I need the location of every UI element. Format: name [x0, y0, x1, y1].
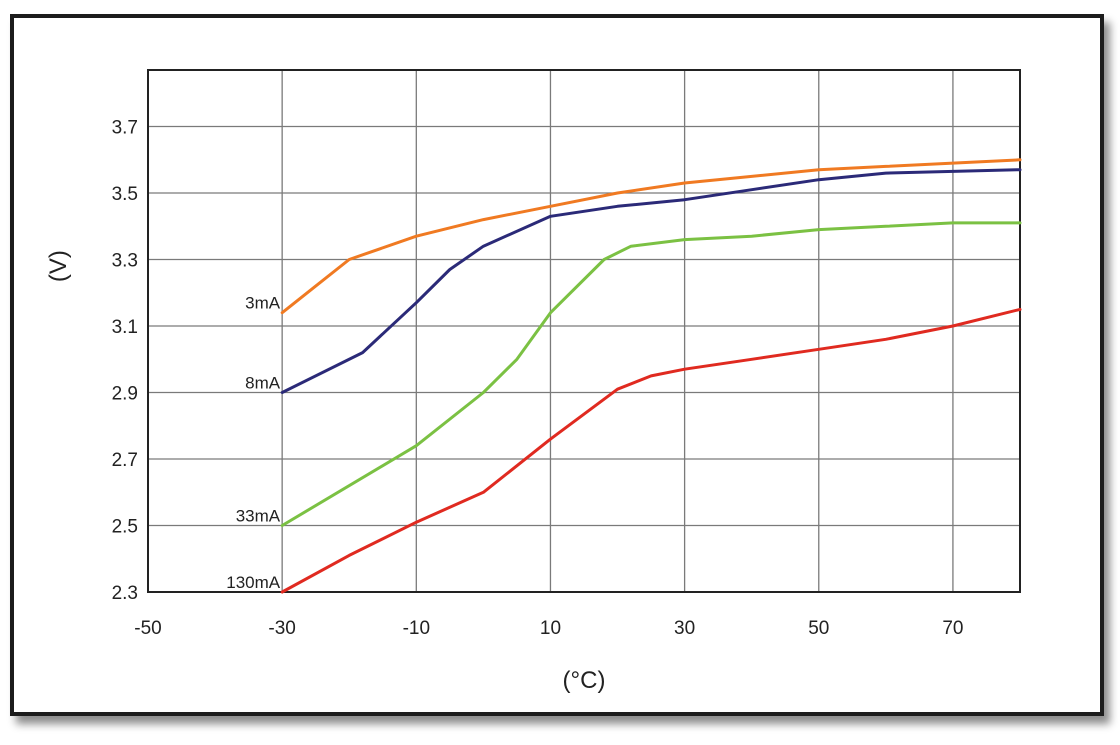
series-label-3mA: 3mA	[245, 294, 281, 313]
series-label-8mA: 8mA	[245, 374, 281, 393]
series-line-130mA	[280, 307, 1022, 594]
series-line-3mA	[280, 158, 1022, 315]
series-line-8mA	[280, 168, 1022, 394]
line-chart: -50 -30 -10 10 30 50 70 2.3 2.5 2.7 2.9 3.1 3.3 3.5 3…	[45, 69, 1022, 694]
series-label-130mA: 130mA	[226, 573, 281, 592]
y-tick-label: 2.9	[112, 384, 138, 405]
y-tick-label: 3.7	[112, 118, 138, 139]
y-tick-labels: 2.3 2.5 2.7 2.9 3.1 3.3 3.5 3.7	[112, 118, 138, 604]
y-tick-label: 2.7	[112, 450, 138, 471]
x-tick-label: -30	[268, 618, 295, 639]
y-axis-title: (V)	[45, 250, 72, 282]
x-tick-label: 50	[808, 618, 829, 639]
y-tick-label: 3.1	[112, 317, 138, 338]
x-tick-label: -50	[134, 618, 161, 639]
y-tick-label: 2.5	[112, 517, 138, 538]
x-tick-label: 30	[674, 618, 695, 639]
y-tick-label: 3.3	[112, 251, 138, 272]
x-tick-label: 10	[540, 618, 561, 639]
chart-frame: -50 -30 -10 10 30 50 70 2.3 2.5 2.7 2.9 3.1 3.3 3.5 3…	[10, 14, 1104, 716]
grid-lines	[148, 70, 1020, 592]
series-group	[280, 158, 1022, 594]
series-labels: 3mA 8mA 33mA 130mA	[226, 294, 281, 592]
x-tick-label: 70	[942, 618, 963, 639]
y-tick-label: 2.3	[112, 583, 138, 604]
y-tick-label: 3.5	[112, 184, 138, 205]
series-label-33mA: 33mA	[236, 507, 281, 526]
x-tick-label: -10	[403, 618, 430, 639]
x-tick-labels: -50 -30 -10 10 30 50 70	[134, 618, 963, 639]
plot-area	[147, 69, 1021, 593]
x-axis-title: (°C)	[563, 667, 606, 694]
series-line-33mA	[280, 221, 1022, 527]
